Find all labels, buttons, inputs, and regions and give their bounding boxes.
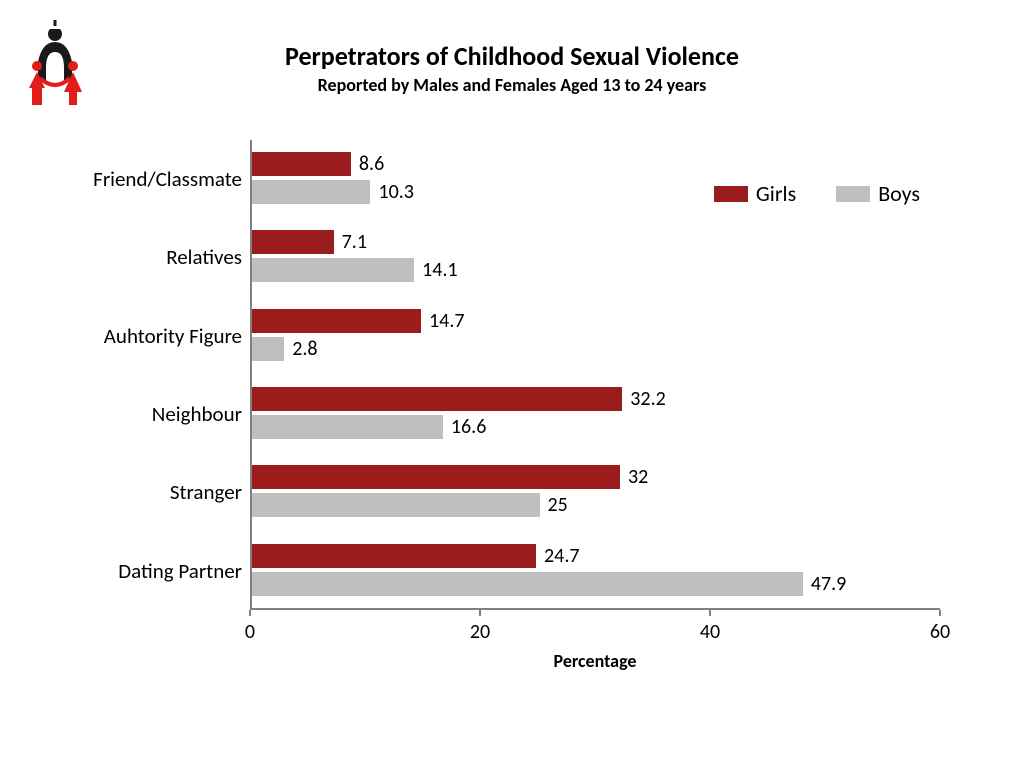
x-tick-label: 60 [930, 620, 950, 644]
bar-boys: 2.8 [252, 337, 284, 361]
bar-girls: 32.2 [252, 387, 622, 411]
bar-boys: 10.3 [252, 180, 370, 204]
legend-swatch-boys [836, 186, 870, 202]
bar-girls: 24.7 [252, 544, 536, 568]
bar-value-girls: 14.7 [421, 309, 464, 333]
x-tick-label: 40 [700, 620, 720, 644]
bar-value-girls: 24.7 [536, 544, 579, 568]
x-tick-mark [249, 610, 251, 616]
bar-girls: 7.1 [252, 230, 334, 254]
category-group: Neighbour32.216.6 [252, 379, 940, 449]
category-group: Auhtority Figure14.72.8 [252, 301, 940, 371]
category-label: Relatives [42, 244, 242, 270]
chart-subtitle: Reported by Males and Females Aged 13 to… [0, 74, 1024, 96]
bar-value-boys: 2.8 [284, 337, 317, 361]
plot-region: Friend/Classmate8.610.3Relatives7.114.1A… [250, 140, 940, 610]
category-label: Neighbour [42, 401, 242, 427]
bar-girls: 8.6 [252, 152, 351, 176]
legend-label-boys: Boys [878, 180, 920, 207]
logo [20, 20, 90, 110]
x-tick-mark [479, 610, 481, 616]
bar-value-girls: 32 [620, 465, 648, 489]
category-group: Dating Partner24.747.9 [252, 536, 940, 606]
family-warning-icon [20, 20, 90, 110]
bar-boys: 14.1 [252, 258, 414, 282]
bar-boys: 16.6 [252, 415, 443, 439]
bar-boys: 25 [252, 493, 540, 517]
bar-boys: 47.9 [252, 572, 803, 596]
category-label: Auhtority Figure [42, 323, 242, 349]
category-group: Relatives7.114.1 [252, 222, 940, 292]
bar-value-boys: 25 [540, 493, 568, 517]
chart-title: Perpetrators of Childhood Sexual Violenc… [0, 40, 1024, 72]
category-label: Friend/Classmate [42, 166, 242, 192]
x-tick-mark [939, 610, 941, 616]
legend: Girls Boys [714, 180, 920, 207]
legend-swatch-girls [714, 186, 748, 202]
category-group: Stranger3225 [252, 457, 940, 527]
legend-item-boys: Boys [836, 180, 920, 207]
x-tick-label: 0 [245, 620, 255, 644]
bar-value-boys: 14.1 [414, 258, 457, 282]
bar-value-boys: 10.3 [370, 180, 413, 204]
category-label: Dating Partner [42, 558, 242, 584]
bar-value-girls: 8.6 [351, 152, 384, 176]
legend-item-girls: Girls [714, 180, 796, 207]
x-axis-ticks: 0204060 [250, 614, 940, 654]
x-tick-label: 20 [470, 620, 490, 644]
bar-girls: 32 [252, 465, 620, 489]
chart-area: Friend/Classmate 8.6 10.3 Relatives 7.1 14.1 A… [40, 130, 980, 690]
legend-label-girls: Girls [756, 180, 796, 207]
x-axis-label: Percentage [250, 650, 940, 672]
title-block: Perpetrators of Childhood Sexual Violenc… [0, 0, 1024, 96]
bar-value-girls: 32.2 [622, 387, 665, 411]
x-tick-mark [709, 610, 711, 616]
category-label: Stranger [42, 479, 242, 505]
bar-value-boys: 47.9 [803, 572, 846, 596]
bar-value-boys: 16.6 [443, 415, 486, 439]
bar-girls: 14.7 [252, 309, 421, 333]
bar-value-girls: 7.1 [334, 230, 367, 254]
